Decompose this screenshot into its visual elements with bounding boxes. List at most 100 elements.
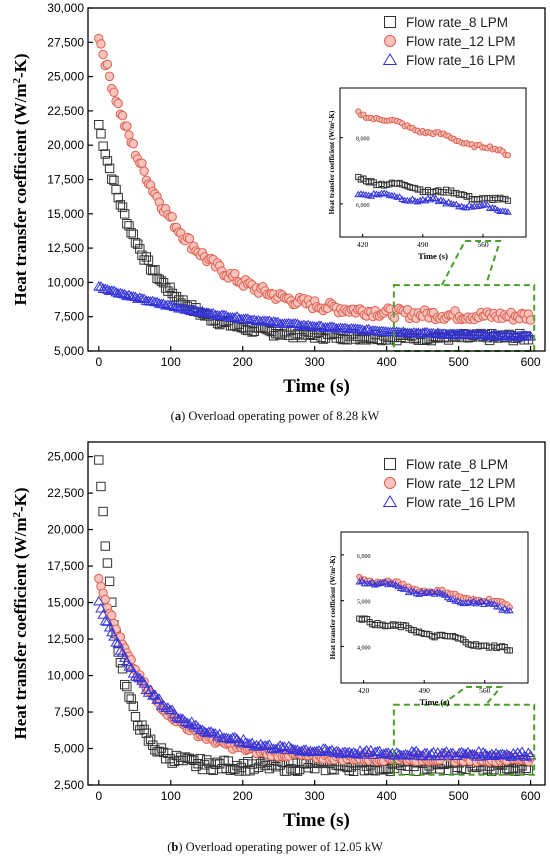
x-axis-label: Time (s) [283,376,350,397]
data-point [486,329,498,340]
data-point [330,745,343,756]
data-point [261,740,273,750]
data-point [145,734,156,744]
data-point [503,750,515,760]
inset-x-tick-label: 420 [358,686,370,695]
data-point [117,202,128,212]
data-point [211,730,224,741]
data-point [165,282,175,292]
data-point [107,174,117,184]
data-point [213,310,226,320]
data-point [483,330,496,341]
data-point [414,328,427,338]
y-tick-label: 20,000 [47,523,84,537]
data-point [201,727,213,738]
data-point [490,329,502,339]
inset-point [500,604,509,612]
inset-point [495,603,504,610]
inset-point [371,580,379,588]
legend-marker [382,494,398,508]
data-point [128,139,139,149]
inset-point [402,585,410,592]
y-tick-label: 12,500 [47,632,84,646]
data-point [126,228,136,238]
data-point [514,331,526,341]
data-point [94,119,104,130]
data-point [126,694,136,704]
inset-point [431,194,440,202]
data-point [218,309,230,320]
inset-point [395,193,404,200]
legend-marker [384,16,396,28]
inset-y-tick-label: 5,000 [357,600,371,606]
data-point [296,745,308,756]
data-point [115,657,126,668]
legend: Flow rate_8 LPM Flow rate_12 LPM Flow rate… [382,15,516,68]
inset-x-tick-label: 490 [419,686,431,695]
data-point [113,192,123,203]
data-point [101,616,114,626]
data-point [135,244,145,254]
y-tick-label: 17,500 [47,173,84,187]
zoom-box [392,284,536,353]
inset-point [467,203,476,210]
data-point [177,713,189,724]
data-point [188,720,200,730]
series-2 [93,281,537,341]
data-point [511,747,524,757]
data-point [378,748,390,758]
data-point [102,59,113,69]
inset-y-tick-label: 6,000 [357,554,371,560]
legend-label: Flow rate_8 LPM [406,15,508,30]
x-tick-label: 400 [377,789,397,803]
data-point [183,304,196,315]
inset-point [504,152,512,159]
data-point [175,712,187,723]
data-point [524,330,537,341]
data-point [122,121,132,131]
inset-point [430,590,439,597]
data-point [224,733,237,744]
x-tick-label: 600 [521,355,541,369]
inset-x-tick-label: 560 [479,686,491,695]
data-point [328,747,340,757]
data-point [98,506,108,517]
data-point [125,662,137,673]
data-point [138,293,150,303]
inset-point [491,204,499,212]
legend-marker [384,477,396,489]
data-point [196,724,209,735]
data-point [100,149,110,159]
series-1 [94,33,536,325]
zoom-callout [440,240,502,286]
data-point [117,110,128,121]
data-point [233,736,245,746]
data-point [104,163,115,174]
data-point [343,323,355,334]
legend-label: Flow rate_8 LPM [406,457,508,472]
y-tick-label: 25,000 [47,450,84,464]
data-point [319,743,332,754]
data-point [96,481,106,492]
data-point [462,746,474,757]
data-point [99,615,111,626]
inset-point [472,599,480,607]
data-point [104,576,115,587]
data-point [229,731,241,742]
inset-y-tick-label: 4,000 [357,645,371,651]
data-point [109,87,119,98]
inset-point [428,588,436,595]
data-point [449,329,461,339]
data-point [438,747,450,758]
y-tick-label: 10,000 [47,669,84,683]
data-point [375,748,388,759]
inset-point [478,201,487,209]
inset-x-axis-label: Time (s) [418,251,448,261]
data-point [107,610,117,621]
data-point [220,310,232,320]
inset-point [465,201,474,208]
data-point [104,71,115,82]
data-point [130,712,141,722]
inset-point [467,599,475,606]
inset-y-axis-label: Heat transfer coefficient (W/m²-K) [328,110,336,214]
